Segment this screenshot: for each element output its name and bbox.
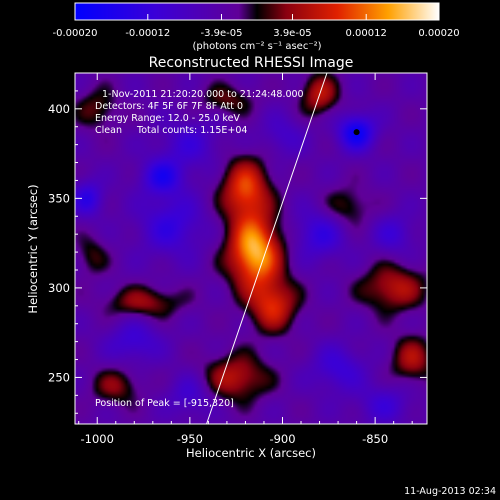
annotation-clean-counts: Clean Total counts: 1.15E+04 (95, 125, 247, 136)
colorbar-tick-label: 0.00012 (346, 28, 387, 39)
colorbar-tick-label: -3.9e-05 (201, 28, 243, 39)
solar-limb-line (206, 73, 328, 424)
x-tick-label: -1000 (81, 432, 114, 446)
y-axis: 250 300 350 400 (48, 72, 427, 414)
colorbar-tick-label: -0.00012 (125, 28, 170, 39)
annotation-energy-range: Energy Range: 12.0 - 25.0 keV (95, 113, 240, 124)
annotations: 1-Nov-2011 21:20:20.000 to 21:24:48.000 … (95, 89, 304, 409)
annotation-peak-position: Position of Peak = [-915,320] (95, 398, 234, 409)
colorbar-units-label: (photons cm⁻² s⁻¹ asec⁻²) (192, 41, 321, 52)
plot-frame (74, 72, 428, 425)
y-tick-label: 400 (48, 102, 70, 116)
colorbar: -0.00020 -0.00012 -3.9e-05 3.9e-05 0.00012 0.… (53, 2, 460, 52)
annotation-time-range: 1-Nov-2011 21:20:20.000 to 21:24:48.000 (102, 89, 304, 100)
x-axis: -1000 -950 -900 -850 (78, 73, 413, 446)
y-tick-label: 350 (48, 191, 70, 205)
x-axis-label: Heliocentric X (arcsec) (186, 446, 316, 460)
y-tick-label: 250 (48, 370, 70, 384)
colorbar-tick-label: -0.00020 (53, 28, 98, 39)
colorbar-tick-label: 0.00020 (418, 28, 459, 39)
peak-marker (353, 129, 360, 136)
x-tick-label: -950 (177, 432, 203, 446)
x-tick-label: -900 (269, 432, 295, 446)
y-tick-label: 300 (48, 281, 70, 295)
heatmap-image (75, 73, 427, 424)
x-tick-label: -850 (362, 432, 388, 446)
annotation-detectors: Detectors: 4F 5F 6F 7F 8F Att 0 (95, 101, 243, 112)
colorbar-ticks: -0.00020 -0.00012 -3.9e-05 3.9e-05 0.00012 0.… (53, 14, 460, 39)
heatmap-area (74, 72, 428, 425)
colorbar-gradient (74, 2, 440, 21)
y-axis-label: Heliocentric Y (arcsec) (26, 184, 40, 313)
colorbar-tick-label: 3.9e-05 (273, 28, 311, 39)
chart-title: Reconstructed RHESSI Image (149, 55, 354, 71)
footer-date: 11-Aug-2013 02:34 (404, 486, 496, 497)
